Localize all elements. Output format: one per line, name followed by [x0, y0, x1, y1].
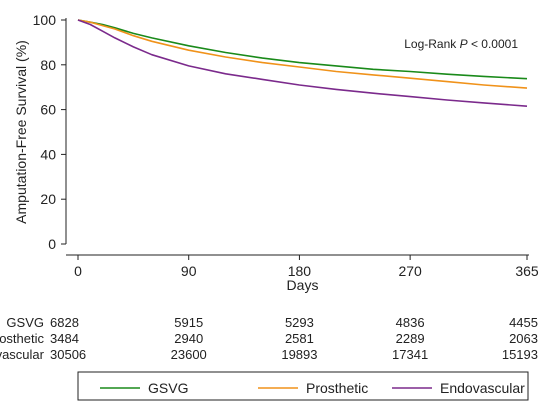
- series-line-gsvg: [77, 19, 528, 80]
- y-tick-label: 20: [40, 191, 56, 207]
- risk-count: 4836: [396, 315, 425, 330]
- y-axis-title-group: Amputation-Free Survival (%): [13, 40, 29, 224]
- risk-count: 3484: [50, 331, 79, 346]
- legend-box: [77, 371, 529, 401]
- risk-row-label: GSVG: [6, 315, 44, 330]
- log-rank-annotation: Log-Rank P < 0.0001: [404, 37, 518, 51]
- risk-table: GSVG 6828 5915 5293 4836 4455 Prosthetic 3484 29…: [0, 315, 538, 362]
- x-tick-label: 270: [398, 263, 422, 279]
- x-tick-label: 90: [181, 263, 197, 279]
- risk-count: 2063: [509, 331, 538, 346]
- annotation-suffix: < 0.0001: [468, 37, 519, 51]
- annotation-prefix: Log-Rank: [404, 37, 459, 51]
- risk-count: 23600: [171, 347, 207, 362]
- risk-count: 5915: [174, 315, 203, 330]
- legend-label-gsvg: GSVG: [148, 380, 188, 396]
- risk-count: 2940: [174, 331, 203, 346]
- legend-label-prosthetic: Prosthetic: [306, 380, 368, 396]
- risk-count: 19893: [281, 347, 317, 362]
- risk-row-label: Prosthetic: [0, 331, 44, 346]
- x-tick-label: 365: [515, 263, 539, 279]
- y-tick-label: 0: [48, 236, 56, 252]
- axes: [65, 18, 529, 256]
- risk-row-label: Endovascular: [0, 347, 45, 362]
- x-tick-label: 0: [74, 263, 82, 279]
- series-line-endovascular: [77, 19, 528, 107]
- y-tick-label: 60: [40, 102, 56, 118]
- ticks: 0 20 40 60 80 100 0 90 180 270 365: [33, 12, 539, 279]
- risk-count: 17341: [392, 347, 428, 362]
- x-tick-label: 180: [288, 263, 312, 279]
- y-axis-title: Amputation-Free Survival (%): [13, 40, 29, 224]
- y-tick-label: 40: [40, 146, 56, 162]
- series-line-prosthetic: [77, 19, 528, 89]
- risk-count: 4455: [509, 315, 538, 330]
- legend-label-endovascular: Endovascular: [440, 380, 525, 396]
- series-lines: [77, 19, 528, 107]
- risk-count: 15193: [502, 347, 538, 362]
- risk-count: 2581: [285, 331, 314, 346]
- y-tick-label: 100: [33, 12, 57, 28]
- risk-count: 2289: [396, 331, 425, 346]
- risk-count: 6828: [50, 315, 79, 330]
- x-axis-title: Days: [287, 277, 319, 293]
- legend: GSVG Prosthetic Endovascular: [77, 371, 529, 401]
- annotation-p: P: [460, 37, 468, 51]
- risk-count: 30506: [50, 347, 86, 362]
- risk-count: 5293: [285, 315, 314, 330]
- y-tick-label: 80: [40, 57, 56, 73]
